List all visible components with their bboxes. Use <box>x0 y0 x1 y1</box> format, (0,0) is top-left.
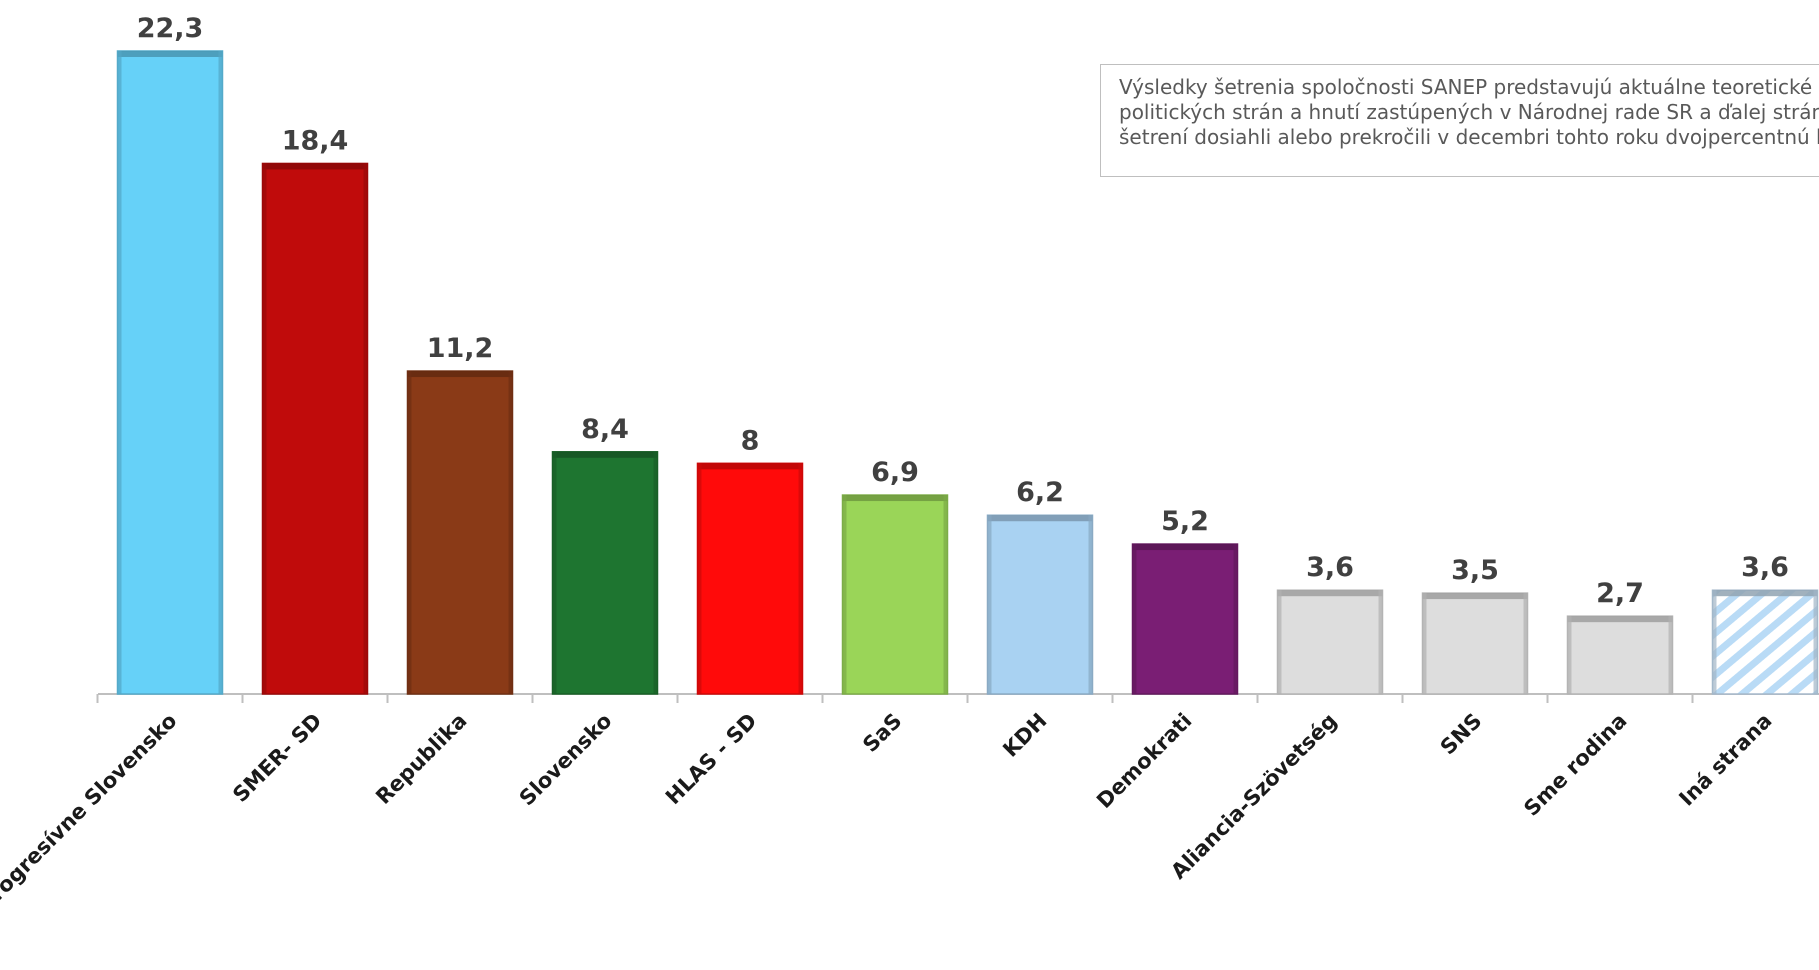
bar-group <box>116 50 224 695</box>
bar-right-bevel <box>218 51 223 694</box>
bar-left-bevel <box>407 371 412 694</box>
bar-top-bevel <box>117 51 223 57</box>
bar-group <box>261 162 369 695</box>
bar-group <box>1711 589 1819 695</box>
bar-left-bevel <box>117 51 122 694</box>
bar-value-label: 18,4 <box>282 125 349 156</box>
bar-right-bevel <box>508 371 513 694</box>
bar-value-label: 8 <box>741 425 760 456</box>
bar-top-bevel <box>1132 544 1238 551</box>
category-label: Sme rodina <box>1519 709 1631 821</box>
bar-group <box>696 462 804 695</box>
bar-group <box>986 514 1094 695</box>
category-label: Demokrati <box>1092 709 1196 813</box>
bar <box>986 514 1094 695</box>
bar-top-bevel <box>1712 590 1818 597</box>
bar-top-bevel <box>697 463 803 470</box>
bar <box>1566 615 1674 695</box>
category-label: SMER- SD <box>228 709 326 807</box>
data-labels: 22,3 18,4 11,2 8,4 8 6,9 6,2 5,2 3,6 3,5 2,7 3,6 <box>137 13 1789 609</box>
category-label: SaS <box>858 709 906 757</box>
bar-right-bevel <box>1813 590 1818 694</box>
category-label: Aliancia-Szövetség <box>1166 709 1341 884</box>
bar-value-label: 5,2 <box>1161 506 1209 537</box>
bar-value-label: 3,6 <box>1306 552 1354 583</box>
bar-value-label: 3,6 <box>1741 552 1789 583</box>
bar-group <box>841 494 949 695</box>
bar <box>1711 589 1819 695</box>
bar-right-bevel <box>363 163 368 695</box>
bar-left-bevel <box>842 495 847 694</box>
bar <box>1421 592 1529 695</box>
bar-left-bevel <box>552 451 557 694</box>
bar-top-bevel <box>1277 590 1383 597</box>
bar-value-label: 2,7 <box>1596 578 1644 609</box>
bar-top-bevel <box>842 495 948 502</box>
category-label: HLAS - SD <box>661 709 762 810</box>
bar-group <box>1421 592 1529 695</box>
bar-group <box>1131 543 1239 695</box>
bar-right-bevel <box>653 451 658 694</box>
bars-layer <box>116 50 1819 695</box>
category-label: Slovensko <box>515 709 617 811</box>
bar-right-bevel <box>1233 544 1238 694</box>
survey-note-text: Výsledky šetrenia spoločnosti SANEP pred… <box>1119 75 1819 149</box>
bar <box>841 494 949 695</box>
bar-value-label: 3,5 <box>1451 555 1499 586</box>
bar-top-bevel <box>1422 593 1528 600</box>
survey-note-box: Výsledky šetrenia spoločnosti SANEP pred… <box>1100 64 1819 177</box>
bar-right-bevel <box>1668 616 1673 694</box>
bar-right-bevel <box>1378 590 1383 694</box>
bar-group <box>406 370 514 695</box>
bar-group <box>1566 615 1674 695</box>
bar-right-bevel <box>798 463 803 694</box>
bar-top-bevel <box>1567 616 1673 623</box>
bar-right-bevel <box>1088 515 1093 694</box>
bar <box>261 162 369 695</box>
bar-left-bevel <box>697 463 702 694</box>
bar-group <box>1276 589 1384 695</box>
bar-left-bevel <box>1132 544 1137 694</box>
category-label: KDH <box>998 709 1051 762</box>
bar-top-bevel <box>262 163 368 170</box>
bar-value-label: 11,2 <box>427 333 494 364</box>
bar-left-bevel <box>987 515 992 694</box>
bar <box>696 462 804 695</box>
bar <box>116 50 224 695</box>
category-label: Iná strana <box>1674 709 1776 811</box>
bar-right-bevel <box>1523 593 1528 694</box>
bar-value-label: 6,2 <box>1016 477 1064 508</box>
bar-value-label: 22,3 <box>137 13 204 44</box>
bar-left-bevel <box>1567 616 1572 694</box>
bar <box>1131 543 1239 695</box>
bar-top-bevel <box>407 371 513 378</box>
category-label: Progresívne Slovensko <box>0 709 182 917</box>
category-label: SNS <box>1436 709 1487 760</box>
bar-value-label: 6,9 <box>871 457 919 488</box>
bar-top-bevel <box>987 515 1093 522</box>
bar-top-bevel <box>552 451 658 458</box>
bar-value-label: 8,4 <box>581 414 629 445</box>
bar <box>406 370 514 695</box>
bar-left-bevel <box>262 163 267 695</box>
bar <box>1276 589 1384 695</box>
x-axis-ticks <box>96 694 1694 703</box>
category-label: Republika <box>371 709 471 809</box>
bar-right-bevel <box>943 495 948 694</box>
bar <box>551 451 659 695</box>
category-labels: Progresívne Slovensko SMER- SD Republika Sl… <box>0 709 1777 917</box>
bar-group <box>551 451 659 695</box>
bar-left-bevel <box>1712 590 1717 694</box>
bar-left-bevel <box>1422 593 1427 694</box>
bar-left-bevel <box>1277 590 1282 694</box>
